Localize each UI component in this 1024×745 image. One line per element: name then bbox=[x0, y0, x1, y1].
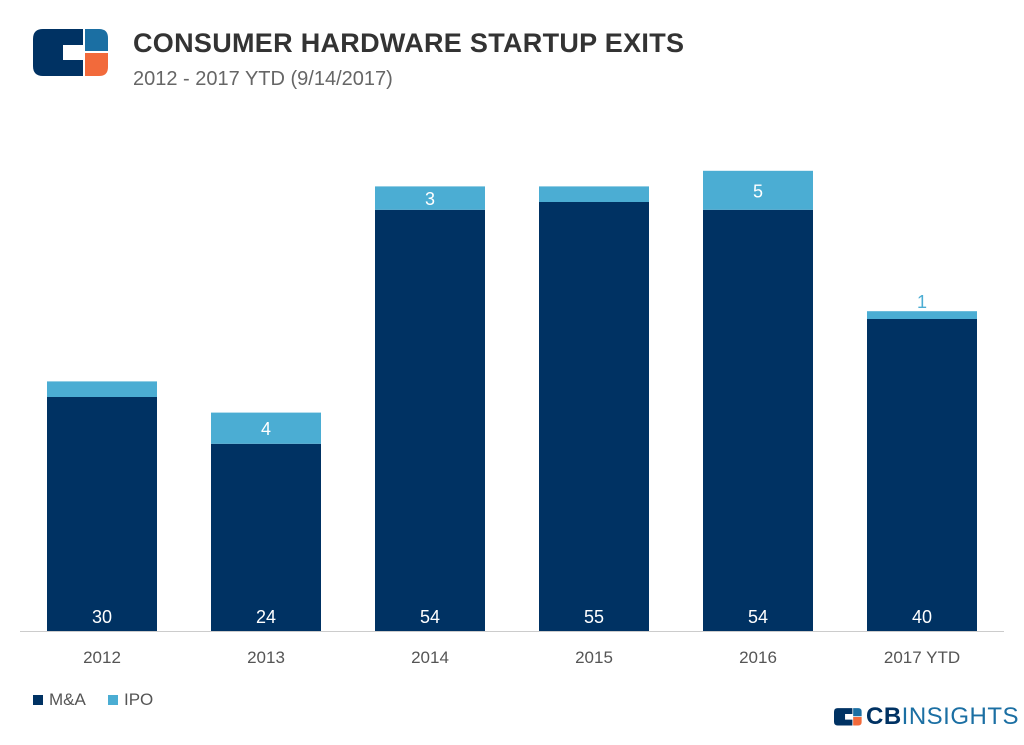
data-label-ipo: 3 bbox=[425, 189, 435, 209]
data-label-ipo: 5 bbox=[753, 181, 763, 201]
data-label-ipo: 4 bbox=[261, 419, 271, 439]
x-tick-label: 2014 bbox=[411, 648, 449, 667]
bar-ma-2016 bbox=[703, 209, 813, 632]
data-label-ipo: 2 bbox=[589, 167, 599, 187]
legend-item-ma: M&A bbox=[33, 690, 86, 710]
data-label-ma: 24 bbox=[256, 607, 276, 627]
legend-label-ipo: IPO bbox=[124, 690, 154, 709]
brand-footer: CBINSIGHTS bbox=[834, 703, 1019, 731]
bar-ma-2017 YTD bbox=[867, 319, 977, 631]
x-tick-label: 2012 bbox=[83, 648, 121, 667]
bar-ipo-2016 bbox=[703, 170, 813, 210]
brand-logo-icon bbox=[834, 708, 862, 726]
cb-insights-logo bbox=[33, 29, 108, 76]
legend-swatch-ipo bbox=[108, 695, 118, 705]
data-label-ma: 30 bbox=[92, 607, 112, 627]
data-label-ipo: 1 bbox=[917, 292, 927, 312]
bar-ma-2012 bbox=[47, 397, 157, 631]
data-label-ma: 54 bbox=[420, 607, 440, 627]
x-tick-label: 2013 bbox=[247, 648, 285, 667]
data-label-ipo: 2 bbox=[97, 362, 107, 382]
bar-ipo-2012 bbox=[47, 381, 157, 397]
bar-ma-2013 bbox=[211, 443, 321, 631]
data-label-ma: 54 bbox=[748, 607, 768, 627]
chart-title: CONSUMER HARDWARE STARTUP EXITS bbox=[133, 28, 685, 58]
legend-item-ipo: IPO bbox=[108, 690, 153, 710]
data-label-ma: 40 bbox=[912, 607, 932, 627]
bar-ipo-2014 bbox=[375, 186, 485, 210]
bar-ipo-2017 YTD bbox=[867, 311, 977, 319]
x-tick-label: 2016 bbox=[739, 648, 777, 667]
brand-name-rest: INSIGHTS bbox=[901, 703, 1020, 730]
bar-ipo-2013 bbox=[211, 412, 321, 444]
stacked-bar-chart: 30 2 2012 24 4 2013 54 3 2014 55 2 2015 54 5 2016 40 1 20… bbox=[20, 167, 1004, 667]
bar-ma-2015 bbox=[539, 202, 649, 631]
legend-label-ma: M&A bbox=[49, 690, 86, 709]
data-label-ma: 55 bbox=[584, 607, 604, 627]
legend-swatch-ma bbox=[33, 695, 43, 705]
bar-ma-2014 bbox=[375, 209, 485, 632]
chart-subtitle: 2012 - 2017 YTD (9/14/2017) bbox=[133, 68, 393, 90]
x-tick-label: 2017 YTD bbox=[884, 648, 960, 667]
x-tick-label: 2015 bbox=[575, 648, 613, 667]
bar-ipo-2015 bbox=[539, 186, 649, 202]
brand-name-bold: CB bbox=[866, 703, 902, 730]
